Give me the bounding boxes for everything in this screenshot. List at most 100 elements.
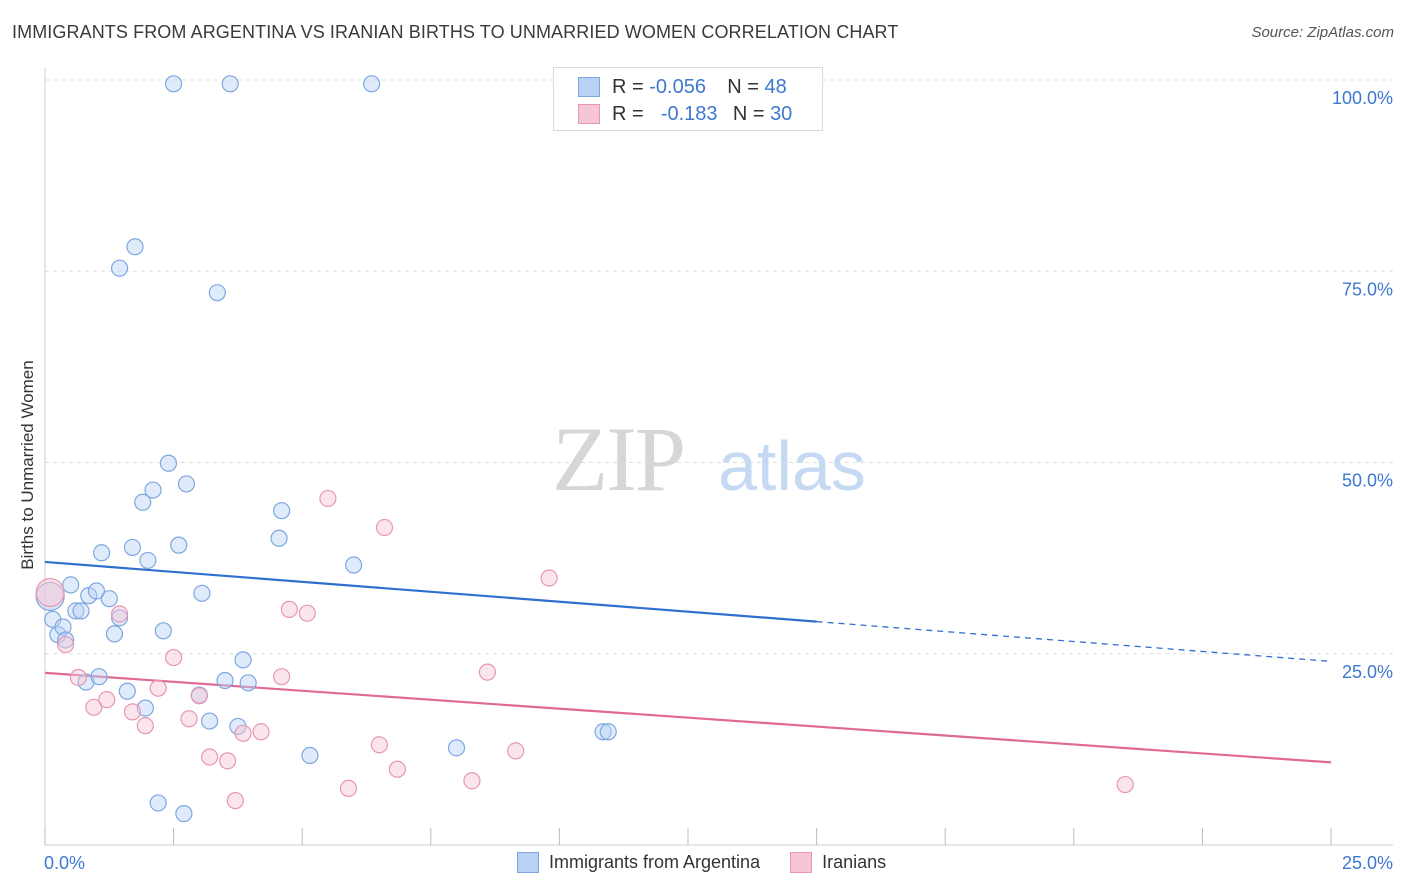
argentina-point <box>149 794 167 812</box>
argentina-point <box>56 631 75 649</box>
y-axis-label: Births to Unmarried Women <box>18 360 37 570</box>
watermark-atlas: atlas <box>718 427 866 505</box>
argentina-point <box>100 590 118 608</box>
iranians-point <box>180 710 198 728</box>
argentina-point <box>221 75 239 93</box>
argentina-point <box>110 259 129 277</box>
argentina-point <box>67 602 85 620</box>
series-name-iranians: Iranians <box>822 852 887 872</box>
argentina-point <box>134 493 152 511</box>
iranians-point <box>339 779 358 797</box>
iranians-point <box>252 723 270 741</box>
legend-swatch-blue <box>578 77 600 97</box>
iranians-point <box>123 703 142 721</box>
series-name-argentina: Immigrants from Argentina <box>549 852 761 872</box>
argentina-point <box>118 682 136 700</box>
legend-r-value-argentina: -0.056 <box>649 75 706 98</box>
series-swatch-pink <box>790 852 813 873</box>
argentina-point <box>216 671 234 690</box>
argentina-point <box>363 75 381 93</box>
series-legend: Immigrants from Argentina Iranians <box>517 852 916 873</box>
argentina-point <box>90 668 108 686</box>
legend-n-value-iranians: 30 <box>770 102 793 125</box>
correlation-legend: R = -0.056 N = 48 R = -0.183 N = 30 <box>553 67 823 131</box>
source-label: Source: ZipAtlas.com <box>1251 24 1394 41</box>
argentina-point <box>599 723 617 741</box>
y-tick-label: 100.0% <box>1332 88 1393 108</box>
iranians-point <box>201 748 219 766</box>
iranians-point <box>136 717 154 735</box>
argentina-point <box>239 674 257 692</box>
y-tick-label: 25.0% <box>1342 662 1393 682</box>
argentina-point <box>165 75 183 93</box>
argentina-point <box>234 651 252 669</box>
iranians-point <box>56 635 75 654</box>
iranians-point <box>226 792 244 810</box>
iranians-point <box>85 698 103 716</box>
argentina-point <box>193 584 211 602</box>
legend-r-label: R = <box>612 102 644 125</box>
data-points <box>35 75 1134 823</box>
argentina-point <box>594 723 612 741</box>
iranians-point <box>370 736 388 754</box>
iranians-trend-line <box>44 671 1332 764</box>
y-axis-label-wrap: Births to Unmarried Women <box>18 335 38 595</box>
iranians-point <box>234 724 252 742</box>
x-tick-label: 25.0% <box>1342 853 1393 873</box>
legend-swatch-pink <box>578 104 600 124</box>
iranians-point <box>165 648 183 667</box>
legend-row-iranians: R = -0.183 N = 30 <box>578 103 792 125</box>
iranians-point <box>388 760 406 778</box>
legend-r-value-iranians: -0.183 <box>660 102 718 125</box>
argentina-point <box>301 746 319 765</box>
argentina-point <box>159 454 178 472</box>
argentina-point <box>447 739 466 757</box>
iranians-point <box>298 604 316 622</box>
legend-n-label: N = <box>727 75 759 98</box>
iranians-point <box>35 577 65 608</box>
series-legend-argentina: Immigrants from Argentina <box>517 852 760 873</box>
argentina-point <box>139 551 157 570</box>
argentina-point <box>126 238 144 256</box>
argentina-point <box>177 475 196 493</box>
trend-lines <box>44 560 1332 764</box>
iranians-point <box>149 679 167 697</box>
series-legend-iranians: Iranians <box>790 852 886 873</box>
argentina-point <box>110 609 129 627</box>
legend-row-argentina: R = -0.056 N = 48 <box>578 76 787 98</box>
argentina-point <box>270 529 288 547</box>
x-tick-label: 0.0% <box>44 853 85 873</box>
argentina-point <box>54 618 72 636</box>
chart-title: IMMIGRANTS FROM ARGENTINA VS IRANIAN BIR… <box>12 22 899 42</box>
axes <box>44 68 1393 846</box>
argentina-point <box>72 602 90 620</box>
argentina-point <box>105 625 124 643</box>
argentina-point <box>92 544 111 562</box>
argentina-point <box>208 284 226 302</box>
iranians-point <box>98 691 116 709</box>
argentina-point <box>144 481 162 499</box>
y-tick-label: 75.0% <box>1342 279 1393 299</box>
watermark: ZIP atlas <box>552 408 866 510</box>
iranians-point <box>540 569 558 587</box>
legend-r-label: R = <box>612 75 644 98</box>
gridlines <box>45 79 1393 655</box>
argentina-point <box>123 538 142 557</box>
iranians-point <box>507 742 525 760</box>
iranians-point <box>478 663 496 681</box>
argentina-point <box>87 582 106 600</box>
watermark-zip: ZIP <box>552 408 684 510</box>
series-swatch-blue <box>517 852 539 873</box>
argentina-trend-extension <box>816 620 1332 663</box>
iranians-point <box>463 772 481 790</box>
iranians-point <box>110 605 129 623</box>
argentina-point <box>62 576 80 594</box>
argentina-trend-line <box>44 560 817 623</box>
legend-n-label: N = <box>732 102 765 125</box>
iranians-point <box>280 600 298 618</box>
iranians-point <box>219 752 237 770</box>
argentina-point <box>175 805 193 823</box>
argentina-point <box>345 556 363 574</box>
argentina-point <box>201 712 219 730</box>
tick-labels: 25.0% 50.0% 75.0% 100.0% 0.0% 25.0% <box>44 88 1393 873</box>
